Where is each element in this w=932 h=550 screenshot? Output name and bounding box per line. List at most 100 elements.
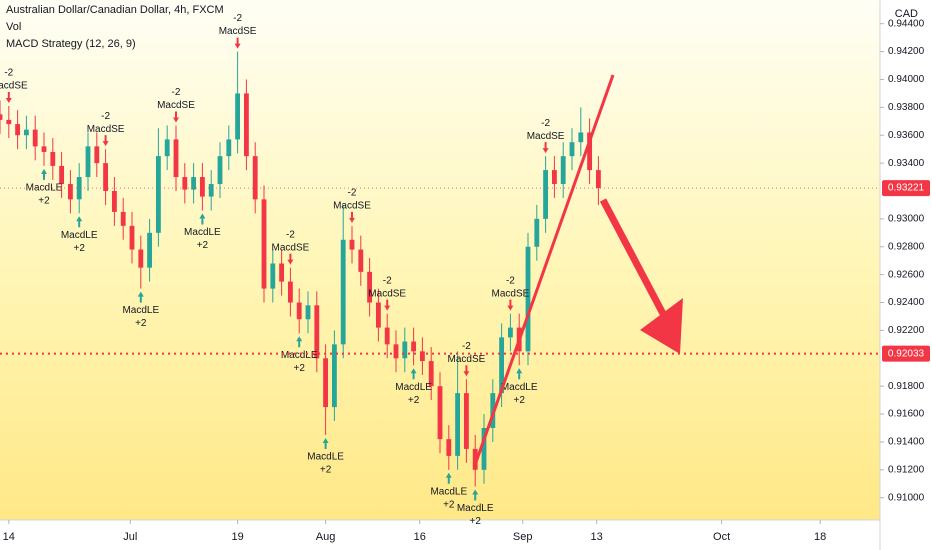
- signal-qty: -2: [101, 111, 110, 122]
- marks: MacdSE -2 MacdLE +2 MacdLE +2 MacdSE -2 MacdLE +2…: [0, 13, 601, 527]
- candle-body: [349, 239, 355, 250]
- candle-body: [305, 305, 311, 320]
- candle-body: [67, 184, 73, 200]
- chart-title: Australian Dollar/Canadian Dollar, 4h, F…: [6, 4, 224, 16]
- candle-body: [569, 142, 575, 157]
- signal-label: MacdSE: [333, 200, 371, 211]
- y-tick-label: 0.92200: [888, 325, 925, 336]
- signal-label: MacdSE: [527, 131, 565, 142]
- candle-body: [279, 263, 285, 282]
- y-tick-label: 0.93000: [888, 214, 925, 225]
- time-axis: [0, 520, 880, 550]
- x-tick-label: Oct: [713, 531, 730, 543]
- candle-body: [199, 177, 205, 197]
- y-tick-label: 0.93800: [888, 102, 925, 113]
- signal-qty: -2: [506, 275, 515, 286]
- currency-label: CAD: [895, 8, 918, 20]
- signal-qty: +2: [513, 395, 525, 406]
- indicator-label: Vol: [6, 21, 21, 33]
- candle-body: [437, 386, 443, 440]
- forecast-arrow-head: [640, 298, 683, 354]
- candle-body: [261, 199, 267, 289]
- y-tick-label: 0.91800: [888, 381, 925, 392]
- x-tick-label: 19: [231, 531, 243, 543]
- trend-line: [473, 74, 615, 466]
- y-tick-label: 0.91600: [888, 409, 925, 420]
- signal-qty: -2: [541, 118, 550, 129]
- candle-body: [217, 156, 223, 185]
- signal-qty: +2: [408, 395, 420, 406]
- y-tick-label: 0.94400: [888, 18, 925, 29]
- candle-body: [103, 163, 109, 191]
- x-tick-label: 14: [3, 531, 15, 543]
- candle-body: [252, 156, 258, 200]
- candle-body: [50, 151, 56, 166]
- signal-qty: +2: [293, 363, 305, 374]
- forecast-arrow: [599, 198, 674, 329]
- signal-qty: -2: [383, 275, 392, 286]
- candle-body: [481, 427, 487, 470]
- signal-label: MacdSE: [219, 26, 257, 37]
- y-tick-label: 0.92800: [888, 241, 925, 252]
- candle-body: [402, 341, 408, 359]
- signal-arrow: [199, 213, 206, 225]
- signal-label: MacdSE: [157, 100, 195, 111]
- candle-body: [129, 225, 135, 250]
- candle-body: [446, 439, 452, 456]
- candle-body: [499, 337, 505, 394]
- x-tick-label: Sep: [513, 531, 533, 543]
- signal-label: MacdLE: [184, 227, 221, 238]
- y-tick-label: 0.93400: [888, 158, 925, 169]
- signal-arrow: [516, 368, 523, 380]
- signal-arrow: [445, 472, 452, 484]
- candle-body: [243, 93, 249, 157]
- candle-body: [41, 146, 47, 152]
- signal-arrow: [287, 253, 294, 265]
- candle-body: [375, 302, 381, 328]
- candle-body: [287, 281, 293, 303]
- price-tag: [882, 180, 930, 197]
- candle-body: [560, 156, 566, 185]
- candle-body: [76, 177, 82, 200]
- candle-body: [463, 393, 469, 449]
- signal-label: MacdSE: [492, 288, 530, 299]
- signal-qty: -2: [172, 87, 181, 98]
- signal-arrow: [5, 91, 12, 103]
- candle-body: [6, 119, 12, 125]
- candle-body: [314, 305, 320, 359]
- signal-qty: +2: [443, 499, 455, 510]
- signal-qty: -2: [462, 341, 471, 352]
- signal-qty: -2: [286, 229, 295, 240]
- signal-arrow: [234, 37, 241, 49]
- y-tick-label: 0.92600: [888, 269, 925, 280]
- signal-qty: +2: [469, 516, 481, 527]
- signal-label: MacdSE: [272, 242, 310, 253]
- y-tick-label: 0.94000: [888, 74, 925, 85]
- candle-body: [32, 129, 38, 147]
- x-tick-label: 18: [814, 531, 826, 543]
- candle-body: [411, 341, 417, 352]
- signal-qty: +2: [38, 196, 50, 207]
- price-tag: [882, 345, 930, 362]
- y-tick-label: 0.91200: [888, 464, 925, 475]
- candle-body: [85, 146, 91, 178]
- candle-body: [551, 170, 557, 185]
- price-axis: [880, 0, 932, 550]
- signal-qty: +2: [73, 243, 85, 254]
- signal-label: MacdLE: [281, 350, 318, 361]
- signal-arrow: [472, 489, 479, 501]
- signal-arrow: [507, 299, 514, 311]
- signal-label: MacdLE: [307, 452, 344, 463]
- candle-body: [507, 327, 513, 338]
- candle-body: [455, 393, 461, 456]
- candle-body: [138, 249, 144, 268]
- candle-body: [147, 232, 153, 268]
- candle-body: [534, 218, 540, 247]
- candle-body: [208, 184, 214, 197]
- signal-qty: +2: [197, 240, 209, 251]
- candle-body: [472, 448, 478, 470]
- candle-body: [164, 139, 170, 157]
- candle-body: [393, 344, 399, 359]
- candle-body: [120, 211, 126, 226]
- signal-label: MacdSE: [87, 124, 125, 135]
